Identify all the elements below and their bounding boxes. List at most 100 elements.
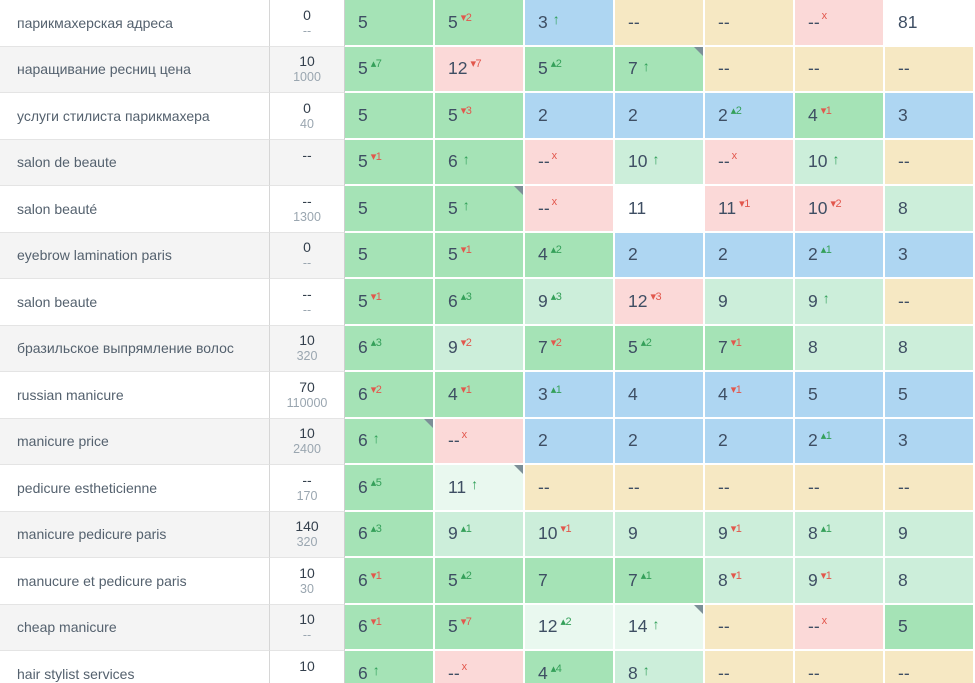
keyword-cell[interactable]: pedicure estheticienne	[0, 465, 270, 512]
rank-cell[interactable]: 2	[525, 93, 615, 140]
rank-cell[interactable]: 2	[705, 232, 795, 279]
rank-cell[interactable]: --	[615, 0, 705, 47]
rank-cell[interactable]: 5 ▾2	[435, 0, 525, 47]
rank-cell[interactable]: 3 ↑	[525, 0, 615, 47]
rank-cell[interactable]: 5 ▴2	[525, 46, 615, 93]
rank-cell[interactable]: --	[885, 139, 975, 186]
rank-cell[interactable]: 6 ↑	[345, 418, 435, 465]
keyword-cell[interactable]: salon beaute	[0, 279, 270, 326]
rank-cell[interactable]: 5	[345, 93, 435, 140]
rank-cell[interactable]: 8 ↑	[615, 651, 705, 683]
rank-cell[interactable]: 10 ▾2	[795, 186, 885, 233]
keyword-cell[interactable]: наращивание ресниц цена	[0, 46, 270, 93]
rank-cell[interactable]: --	[885, 279, 975, 326]
rank-cell[interactable]: 3	[885, 232, 975, 279]
rank-cell[interactable]: 5	[345, 232, 435, 279]
keyword-cell[interactable]: cheap manicure	[0, 604, 270, 651]
rank-cell[interactable]: 6 ▴5	[345, 465, 435, 512]
rank-cell[interactable]: --	[705, 465, 795, 512]
rank-cell[interactable]: 5 ▾7	[435, 604, 525, 651]
rank-cell[interactable]: 9 ▴1	[435, 511, 525, 558]
rank-cell[interactable]: 8	[885, 186, 975, 233]
rank-cell[interactable]: 5 ▾1	[435, 232, 525, 279]
rank-cell[interactable]: 12 ▴2	[525, 604, 615, 651]
rank-cell[interactable]: --	[705, 651, 795, 683]
keyword-cell[interactable]: salon de beaute	[0, 139, 270, 186]
rank-cell[interactable]: 9 ▾1	[795, 558, 885, 605]
rank-cell[interactable]: 2	[615, 232, 705, 279]
rank-cell[interactable]: --	[705, 604, 795, 651]
rank-cell[interactable]: 5	[885, 604, 975, 651]
rank-cell[interactable]: --	[525, 465, 615, 512]
keyword-cell[interactable]: парикмахерская адреса	[0, 0, 270, 47]
rank-cell[interactable]: 12 ▾3	[615, 279, 705, 326]
rank-cell[interactable]: 2 ▴1	[795, 418, 885, 465]
rank-cell[interactable]: 14 ↑	[615, 604, 705, 651]
rank-cell[interactable]: 9 ▴3	[525, 279, 615, 326]
keyword-cell[interactable]: услуги стилиста парикмахера	[0, 93, 270, 140]
rank-cell[interactable]: 4 ▾1	[435, 372, 525, 419]
rank-cell[interactable]: 6 ↑	[345, 651, 435, 683]
rank-cell[interactable]: --	[795, 465, 885, 512]
rank-cell[interactable]: 6 ▴3	[435, 279, 525, 326]
rank-cell[interactable]: 3 ▴1	[525, 372, 615, 419]
rank-cell[interactable]: --	[705, 0, 795, 47]
rank-cell[interactable]: --	[885, 465, 975, 512]
rank-cell[interactable]: 6 ▾2	[345, 372, 435, 419]
rank-cell[interactable]: -- x	[795, 604, 885, 651]
rank-cell[interactable]: 8	[885, 325, 975, 372]
rank-cell[interactable]: -- x	[705, 139, 795, 186]
rank-cell[interactable]: 10 ↑	[795, 139, 885, 186]
keyword-cell[interactable]: salon beauté	[0, 186, 270, 233]
keyword-cell[interactable]: manicure pedicure paris	[0, 511, 270, 558]
rank-cell[interactable]: 3	[885, 93, 975, 140]
rank-cell[interactable]: 11 ▾1	[705, 186, 795, 233]
rank-cell[interactable]: 4 ▴2	[525, 232, 615, 279]
keyword-cell[interactable]: hair stylist services	[0, 651, 270, 683]
rank-cell[interactable]: 3	[885, 418, 975, 465]
rank-cell[interactable]: 5	[885, 372, 975, 419]
rank-cell[interactable]: 9 ↑	[795, 279, 885, 326]
rank-cell[interactable]: 9	[705, 279, 795, 326]
rank-cell[interactable]: --	[795, 46, 885, 93]
rank-cell[interactable]: 5 ▾1	[345, 279, 435, 326]
rank-cell[interactable]: 7	[525, 558, 615, 605]
rank-cell[interactable]: --	[795, 651, 885, 683]
rank-cell[interactable]: 2	[705, 418, 795, 465]
rank-cell[interactable]: -- x	[525, 139, 615, 186]
keyword-cell[interactable]: manicure price	[0, 418, 270, 465]
keyword-cell[interactable]: russian manicure	[0, 372, 270, 419]
rank-cell[interactable]: 4 ▴4	[525, 651, 615, 683]
rank-cell[interactable]: 2	[525, 418, 615, 465]
rank-cell[interactable]: -- x	[435, 418, 525, 465]
rank-cell[interactable]: 6 ▾1	[345, 604, 435, 651]
rank-cell[interactable]: --	[615, 465, 705, 512]
rank-cell[interactable]: 6 ↑	[435, 139, 525, 186]
rank-cell[interactable]: 4 ▾1	[705, 372, 795, 419]
keyword-cell[interactable]: manucure et pedicure paris	[0, 558, 270, 605]
rank-cell[interactable]: 9	[615, 511, 705, 558]
rank-cell[interactable]: --	[705, 46, 795, 93]
rank-cell[interactable]: 8 ▾1	[705, 558, 795, 605]
rank-cell[interactable]: 5	[795, 372, 885, 419]
rank-cell[interactable]: 8 ▴1	[795, 511, 885, 558]
rank-cell[interactable]: 7 ↑	[615, 46, 705, 93]
rank-cell[interactable]: 6 ▴3	[345, 325, 435, 372]
rank-cell[interactable]: 5 ▾3	[435, 93, 525, 140]
rank-cell[interactable]: 4	[615, 372, 705, 419]
rank-cell[interactable]: --	[885, 46, 975, 93]
rank-cell[interactable]: 5 ↑	[435, 186, 525, 233]
rank-cell[interactable]: 81	[885, 0, 975, 47]
rank-cell[interactable]: 5 ▴7	[345, 46, 435, 93]
rank-cell[interactable]: 2	[615, 418, 705, 465]
rank-cell[interactable]: 2 ▴2	[705, 93, 795, 140]
rank-cell[interactable]: 7 ▾1	[705, 325, 795, 372]
rank-cell[interactable]: -- x	[525, 186, 615, 233]
rank-cell[interactable]: 5 ▴2	[435, 558, 525, 605]
keyword-cell[interactable]: eyebrow lamination paris	[0, 232, 270, 279]
rank-cell[interactable]: 9	[885, 511, 975, 558]
rank-cell[interactable]: 5	[345, 186, 435, 233]
rank-cell[interactable]: 9 ▾2	[435, 325, 525, 372]
rank-cell[interactable]: 10 ▾1	[525, 511, 615, 558]
rank-cell[interactable]: 6 ▾1	[345, 558, 435, 605]
